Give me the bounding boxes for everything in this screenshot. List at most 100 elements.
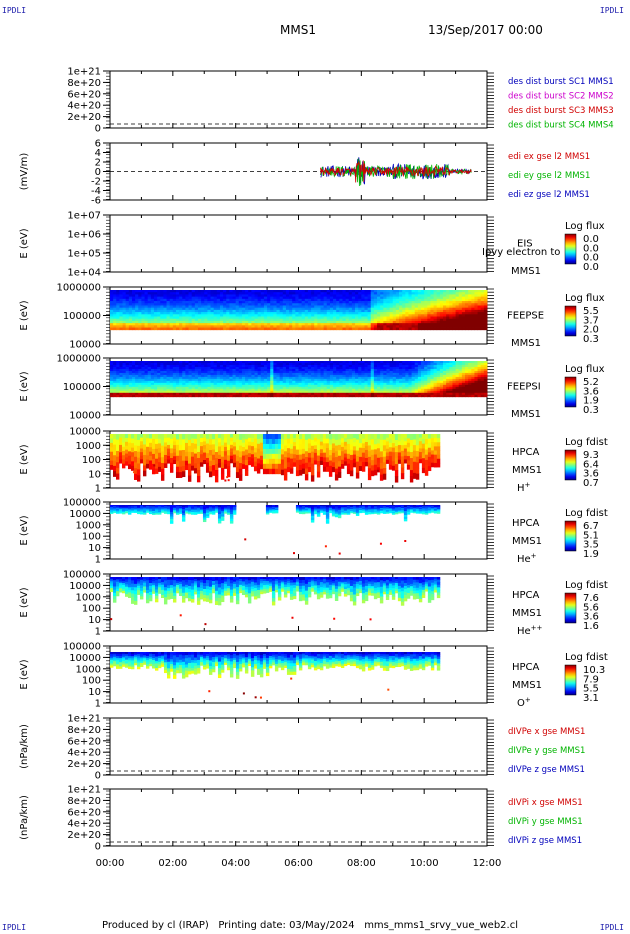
spectro-cell — [166, 316, 171, 320]
spectro-cell — [116, 323, 120, 326]
spectro-cell — [263, 303, 268, 306]
spectro-cell — [229, 372, 233, 376]
spectro-cell — [285, 374, 290, 378]
spectro-cell — [405, 362, 409, 366]
spectro-cell — [204, 327, 208, 331]
spectro-cell — [145, 455, 150, 460]
spectro-cell — [141, 370, 145, 374]
spectro-cell — [336, 376, 340, 380]
spectro-cell — [301, 366, 306, 370]
spectro-cell — [443, 318, 447, 322]
spectro-cell — [172, 290, 177, 293]
spectro-cell — [477, 298, 482, 302]
spectro-cell — [251, 366, 255, 370]
spectro-cell — [113, 298, 117, 302]
spectro-cell — [169, 390, 174, 394]
spectro-cell — [289, 314, 293, 317]
spectro-cell — [471, 296, 475, 300]
spectro-cell — [135, 388, 139, 392]
spectro-cell — [204, 364, 208, 368]
spectro-cell — [446, 316, 450, 320]
spectro-cell — [285, 372, 290, 376]
spectro-cell — [263, 368, 268, 372]
y-tick-label: -2 — [91, 177, 101, 188]
spectro-cell — [326, 316, 331, 320]
spectro-cell — [304, 301, 309, 304]
spectro-cell — [257, 312, 262, 315]
spectro-cell — [279, 305, 284, 309]
spectro-cell — [421, 303, 425, 306]
spectro-cell — [147, 384, 152, 388]
spectro-cell — [110, 394, 114, 398]
spectro-cell — [468, 325, 472, 328]
spectro-cell — [380, 386, 384, 390]
spectro-cell — [235, 380, 240, 384]
spectro-cell — [367, 294, 372, 298]
spectro-cell — [285, 320, 290, 324]
spectro-cell — [301, 305, 306, 309]
spectro-cell — [430, 378, 434, 382]
spectro-cell — [210, 305, 215, 309]
spectro-cell — [128, 388, 133, 392]
spectro-cell — [461, 376, 466, 380]
spectro-cell — [172, 372, 177, 376]
spectro-cell — [257, 380, 262, 384]
spectro-cell — [276, 380, 281, 384]
spectro-cell — [370, 290, 375, 293]
spectro-cell — [133, 451, 138, 458]
spectro-cell — [285, 362, 290, 366]
spectro-cell — [194, 392, 199, 396]
spectro-cell — [355, 372, 359, 376]
spectro-cell — [458, 374, 463, 378]
spectro-cell — [213, 292, 218, 295]
spectro-cell — [458, 320, 463, 324]
spectro-cell — [216, 307, 221, 311]
spectro-cell — [122, 301, 127, 304]
spectro-cell — [446, 392, 450, 396]
spectro-cell — [307, 394, 312, 398]
spectro-cell — [110, 362, 114, 366]
spectro-cell — [191, 292, 196, 295]
spectro-cell — [477, 318, 482, 322]
spectro-cell — [163, 450, 168, 456]
spectro-cell — [477, 384, 482, 388]
spectro-cell — [411, 290, 416, 293]
spectro-cell — [402, 388, 406, 392]
spectro-cell — [342, 296, 347, 300]
spectro-cell — [351, 292, 356, 295]
colorbar-tick-label: 0.0 — [583, 243, 599, 254]
spectro-cell — [276, 307, 281, 311]
spectro-cell — [389, 314, 394, 317]
spectro-cell — [370, 303, 375, 306]
spectro-cell — [458, 292, 463, 295]
spectro-cell — [207, 323, 211, 326]
spectro-cell — [229, 380, 233, 384]
spectro-cell — [254, 372, 259, 376]
spectro-cell — [436, 309, 441, 313]
spectro-cell — [144, 309, 149, 313]
spectro-cell — [157, 327, 161, 331]
spectro-cell — [172, 380, 177, 384]
spectro-cell — [320, 307, 325, 311]
spectro-cell — [383, 294, 387, 298]
spectro-cell — [241, 323, 246, 326]
spectro-cell — [436, 314, 441, 317]
spectro-cell — [169, 386, 174, 390]
spectro-cell — [392, 376, 397, 380]
spectro-cell — [257, 376, 262, 380]
spectro-cell — [153, 325, 158, 328]
spectro-cell — [118, 459, 123, 464]
spectro-cell — [197, 303, 202, 306]
spectro-cell — [465, 386, 469, 390]
spectro-cell — [395, 370, 400, 374]
spectro-cell — [147, 362, 152, 366]
spectro-cell — [474, 366, 478, 370]
spectro-cell — [304, 307, 309, 311]
spectro-cell — [210, 388, 215, 392]
spectro-cell — [377, 307, 381, 311]
spectro-cell — [430, 318, 434, 322]
spectro-cell — [386, 361, 391, 364]
spectro-cell — [477, 312, 482, 315]
spectro-cell — [175, 388, 180, 392]
spectro-cell — [395, 318, 400, 322]
